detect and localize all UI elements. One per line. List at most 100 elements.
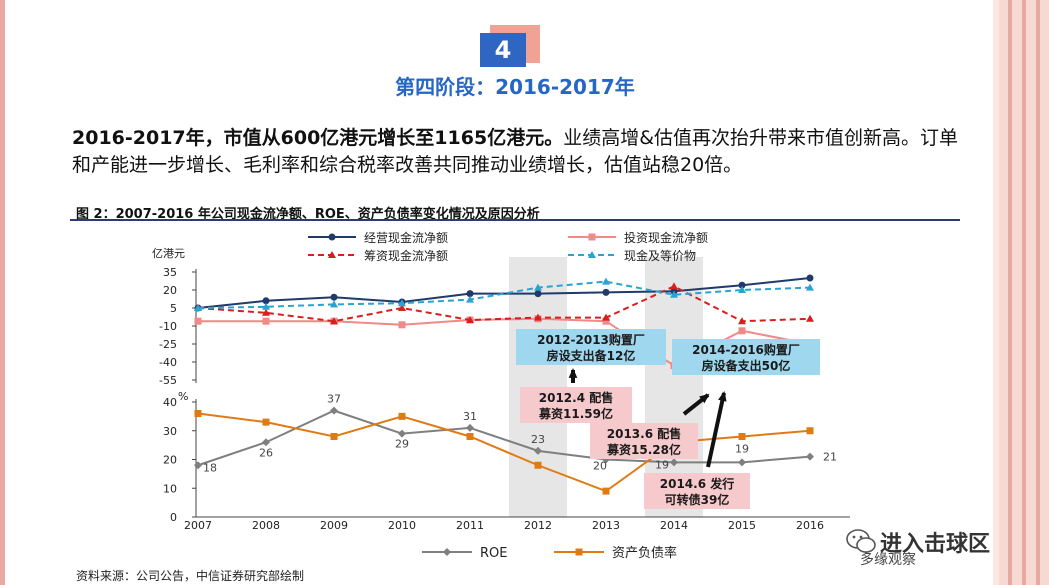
data-label: 26: [259, 446, 273, 459]
annotation-text: 2014-2016购置厂房设备支出50亿: [692, 342, 800, 373]
data-point: [194, 461, 202, 470]
data-label: 23: [531, 433, 545, 446]
data-point: [534, 290, 542, 298]
annotation-box: [590, 423, 698, 459]
annotation-text: 2014.6 发行可转债39亿: [660, 476, 735, 507]
figure-rule: [70, 219, 960, 221]
data-point: [738, 286, 746, 293]
data-point: [738, 433, 746, 440]
summary-rest: 业绩高增&估值再次抬升带来市值创新高。订单和产能进一步增长、毛利率和综合税率改善…: [72, 127, 959, 176]
data-point: [398, 304, 406, 311]
data-label: 29: [395, 438, 409, 451]
data-point: [466, 295, 474, 303]
legend-label: 筹资现金流净额: [364, 248, 448, 263]
data-point: [194, 317, 202, 325]
data-point: [534, 446, 542, 455]
data-label: 21: [823, 451, 837, 464]
data-point: [194, 410, 202, 417]
x-tick-label: 2013: [592, 519, 620, 532]
data-point: [330, 433, 338, 440]
x-tick-label: 2011: [456, 519, 484, 532]
top-y-tick-label: -40: [159, 356, 177, 369]
data-point: [534, 313, 542, 321]
legend-marker: [575, 548, 583, 556]
watermark-subtitle: 多缘观察: [860, 552, 916, 568]
data-point: [466, 433, 474, 440]
x-tick-label: 2007: [184, 519, 212, 532]
data-point: [466, 290, 474, 298]
top-y-tick-label: -55: [159, 374, 177, 387]
series-line: [197, 280, 811, 309]
wechat-icon: [846, 529, 876, 553]
annotation-arrowhead: [718, 391, 727, 402]
summary-bold: 2016-2017年，市值从600亿港元增长至1165亿港元。: [72, 127, 564, 149]
legend-label: 投资现金流净额: [624, 230, 708, 245]
data-point: [330, 317, 338, 325]
data-label: 19: [655, 458, 669, 471]
data-label: 19: [735, 442, 749, 455]
legend-marker: [328, 233, 336, 241]
slide: [0, 0, 993, 585]
top-y-tick-label: -25: [159, 338, 177, 351]
annotation-box: [516, 329, 666, 365]
x-tick-label: 2014: [660, 519, 688, 532]
data-point: [398, 412, 406, 420]
x-tick-label: 2008: [252, 519, 280, 532]
data-label: 37: [327, 393, 341, 406]
data-point: [806, 283, 814, 291]
x-tick-label: 2012: [524, 519, 552, 532]
top-y-tick-label: -10: [159, 320, 177, 333]
x-tick-label: 2016: [796, 519, 824, 532]
data-point: [330, 300, 338, 308]
series-line: [197, 285, 811, 323]
data-point: [398, 429, 406, 438]
right-decor-stripe: [1036, 0, 1040, 585]
data-point: [398, 299, 406, 307]
legend-label: ROE: [480, 546, 507, 561]
annotation-text: 2012.4 配售募资11.59亿: [538, 390, 613, 421]
data-point: [806, 452, 814, 461]
summary-paragraph: 2016-2017年，市值从600亿港元增长至1165亿港元。业绩高增&估值再次…: [72, 125, 967, 179]
top-y-axis-unit: 亿港元: [152, 247, 185, 260]
data-point: [262, 317, 270, 325]
series-line: [197, 412, 811, 493]
page-title: 第四阶段：2016-2017年: [395, 75, 635, 99]
data-point: [398, 321, 406, 329]
top-y-tick-label: 5: [170, 302, 177, 315]
bottom-y-tick-label: 10: [163, 482, 177, 495]
data-point: [806, 274, 814, 282]
annotation-box: [672, 339, 820, 375]
annotation-box: [644, 473, 750, 509]
stage-number: 4: [480, 33, 526, 67]
data-point: [806, 314, 814, 322]
data-point: [466, 316, 474, 323]
annotation-text: 2013.6 配售募资15.28亿: [606, 426, 681, 457]
data-point: [670, 290, 678, 298]
data-point: [738, 281, 746, 289]
data-point: [670, 458, 678, 467]
data-point: [262, 302, 270, 310]
annotation-arrowhead: [568, 368, 578, 378]
bottom-y-axis-unit: %: [178, 390, 188, 403]
data-point: [602, 313, 610, 321]
data-point: [670, 282, 678, 290]
data-point: [194, 304, 202, 311]
bottom-y-tick-label: 20: [163, 454, 177, 467]
annotation-box: [520, 387, 632, 423]
legend-marker: [328, 251, 336, 258]
annotation-text: 2012-2013购置厂房设支出备12亿: [537, 332, 645, 363]
x-tick-label: 2010: [388, 519, 416, 532]
top-y-tick-label: 35: [163, 266, 177, 279]
watermark-title: 进入击球区: [880, 532, 991, 557]
legend-label: 资产负债率: [612, 545, 677, 561]
data-point: [466, 423, 474, 432]
series-line: [197, 277, 811, 309]
bottom-y-tick-label: 40: [163, 396, 177, 409]
data-point: [602, 277, 610, 285]
annotation-arrow: [706, 392, 726, 468]
data-point: [330, 293, 338, 301]
right-decor-stripe: [1022, 0, 1026, 585]
data-point: [534, 461, 542, 469]
right-decor-stripe: [1008, 0, 1012, 585]
